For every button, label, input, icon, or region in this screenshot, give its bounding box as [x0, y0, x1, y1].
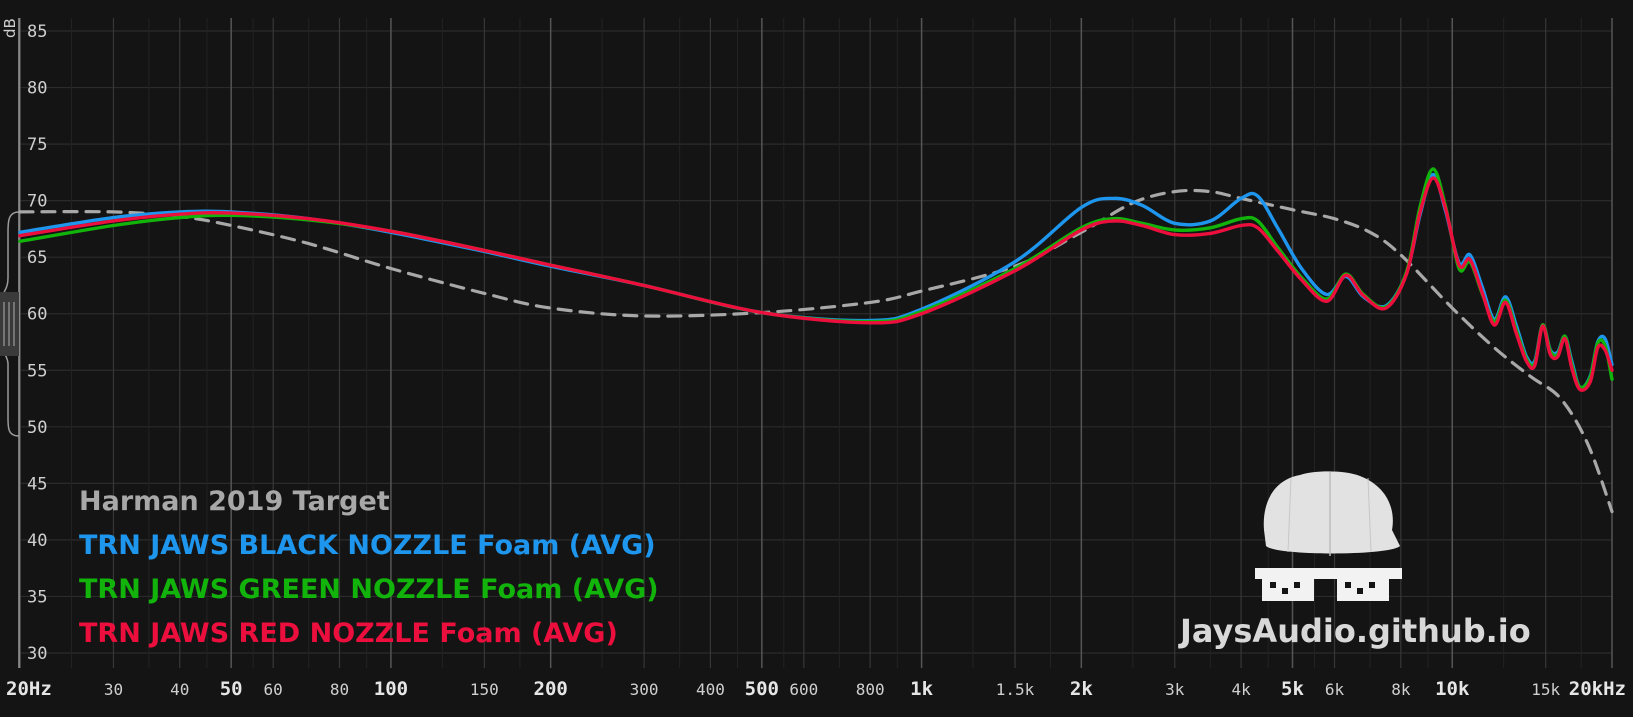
grid [19, 18, 1613, 668]
x-tick-label: 6k [1325, 680, 1345, 699]
red-nozzle-curve [18, 176, 1614, 392]
watermark-logo: JaysAudio.github.io [1178, 471, 1531, 650]
y-tick-label: 35 [27, 587, 47, 607]
x-tick-label: 100 [374, 678, 408, 700]
x-tick-label: 5k [1281, 678, 1304, 700]
cap-seam [1287, 477, 1292, 553]
legend-item-black-nozzle[interactable]: TRN JAWS BLACK NOZZLE Foam (AVG) [79, 530, 656, 561]
y-tick-label: 45 [27, 474, 47, 494]
y-axis-drag-handle[interactable] [0, 211, 20, 437]
x-tick-label: 1.5k [996, 680, 1035, 699]
x-tick-label: 8k [1391, 680, 1411, 699]
x-tick-label: 800 [856, 680, 885, 699]
y-tick-label: 75 [27, 135, 47, 155]
x-tick-label: 1k [910, 678, 933, 700]
x-tick-label: 10k [1435, 678, 1470, 700]
y-axis-label: dB [1, 18, 19, 38]
legend-item-harman-target[interactable]: Harman 2019 Target [79, 486, 390, 517]
frequency-curves [18, 167, 1614, 514]
y-tick-label: 30 [27, 644, 47, 664]
x-tick-label: 200 [534, 678, 568, 700]
y-tick-label: 65 [27, 248, 47, 268]
x-tick-label: 15k [1531, 680, 1560, 699]
pixel-sunglasses-icon [1255, 568, 1402, 601]
legend: Harman 2019 Target TRN JAWS BLACK NOZZLE … [79, 486, 659, 649]
x-tick-label: 20Hz [6, 678, 52, 700]
cap-seam [1367, 477, 1372, 553]
x-tick-label: 400 [696, 680, 725, 699]
x-tick-label: 150 [470, 680, 499, 699]
x-tick-label: 20kHz [1569, 678, 1626, 700]
x-tick-label: 30 [104, 680, 123, 699]
x-tick-label: 80 [330, 680, 349, 699]
x-tick-label: 500 [745, 678, 779, 700]
y-tick-label: 50 [27, 418, 47, 438]
x-axis-ticks: 20Hz 30 40 50 60 80 100 150 200 300 400 500 600 800 1k… [6, 678, 1626, 700]
y-tick-label: 80 [27, 79, 47, 99]
y-tick-label: 70 [27, 192, 47, 212]
watermark-text: JaysAudio.github.io [1178, 612, 1531, 650]
y-tick-label: 40 [27, 531, 47, 551]
x-tick-label: 60 [264, 680, 283, 699]
y-axis-ticks: 30 35 40 45 50 55 60 65 70 75 80 85 [27, 22, 47, 664]
x-tick-label: 2k [1070, 678, 1093, 700]
x-tick-label: 40 [170, 680, 189, 699]
cap-icon [1263, 471, 1400, 554]
legend-item-red-nozzle[interactable]: TRN JAWS RED NOZZLE Foam (AVG) [79, 618, 618, 649]
x-tick-label: 50 [220, 678, 243, 700]
x-tick-label: 3k [1165, 680, 1185, 699]
y-tick-label: 60 [27, 305, 47, 325]
y-tick-label: 85 [27, 22, 47, 42]
y-tick-label: 55 [27, 361, 47, 381]
x-tick-label: 4k [1231, 680, 1251, 699]
x-tick-label: 600 [789, 680, 818, 699]
legend-item-green-nozzle[interactable]: TRN JAWS GREEN NOZZLE Foam (AVG) [79, 574, 659, 605]
x-tick-label: 300 [630, 680, 659, 699]
